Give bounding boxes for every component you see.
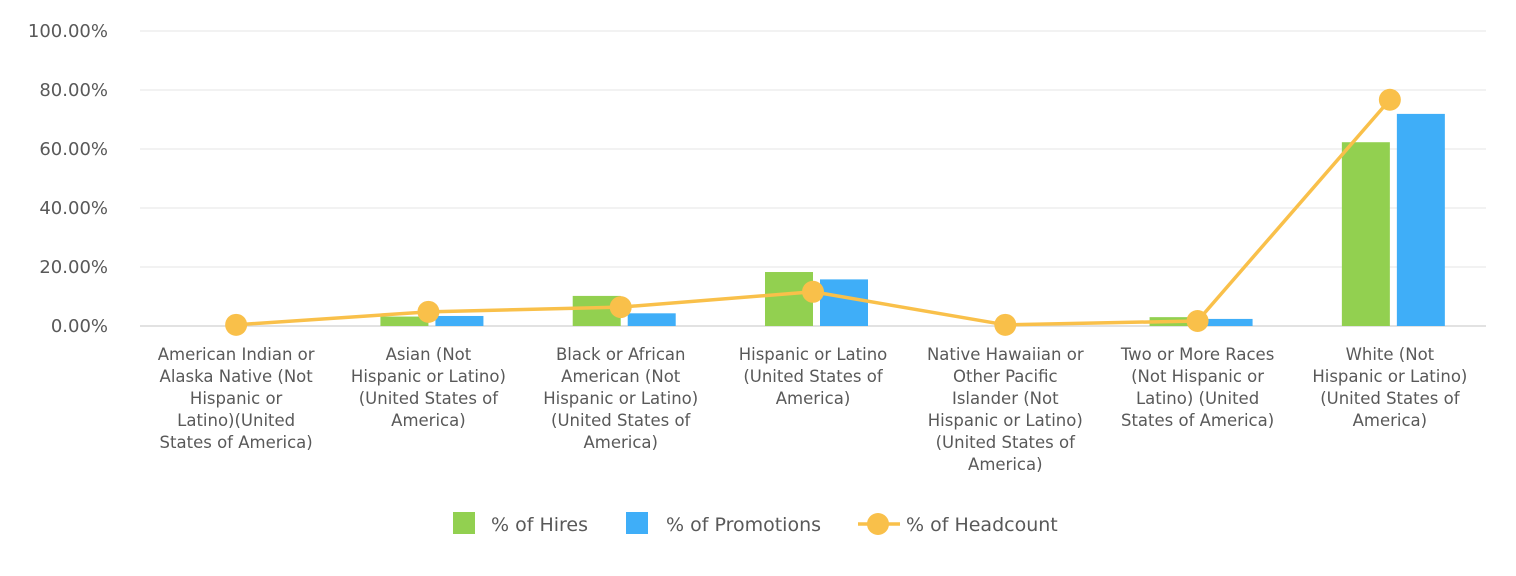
x-category-label: America) [1353,411,1428,430]
headcount-line [225,88,1401,336]
promotions-bar [820,279,868,326]
x-category-label: States of America) [160,433,313,452]
x-category-label: Islander (Not [952,389,1059,408]
x-category-label: White (Not [1346,345,1435,364]
promotions-bar [1396,113,1445,327]
x-category-label: Hispanic or Latino) [543,389,698,408]
hires-bar [1341,142,1390,326]
x-category-label: Black or African [556,345,686,364]
x-category-label: Latino) (United [1136,389,1259,408]
y-tick-label: 0.00% [51,316,108,337]
x-category-label: Native Hawaiian or [927,345,1084,364]
x-category-label: America) [583,433,658,452]
headcount-point [1378,88,1401,111]
y-axis-ticks: 0.00% 20.00% 40.00% 60.00% 80.00% 100.00% [28,21,108,337]
x-category-label: (United States of [551,411,692,430]
x-axis-categories: American Indian or Alaska Native (Not Hisp… [158,345,1468,474]
x-category-label: Alaska Native (Not [160,367,314,386]
x-category-label: America) [968,455,1043,474]
x-category-label: (United States of [1320,389,1461,408]
legend-swatch-headcount-marker [867,513,889,535]
x-category-label: Hispanic or Latino) [351,367,506,386]
x-category-label: (United States of [743,367,884,386]
headcount-point [417,300,440,323]
legend: % of Hires % of Promotions % of Headcount [453,512,1058,536]
headcount-point [1186,309,1209,332]
x-category-label: Asian (Not [386,345,472,364]
x-category-label: Other Pacific [953,367,1058,386]
x-category-label: (United States of [936,433,1077,452]
y-tick-label: 60.00% [39,139,108,160]
promotions-bar [435,315,484,326]
headcount-point [802,280,824,303]
legend-label: % of Hires [491,514,588,536]
y-tick-label: 40.00% [39,198,108,219]
legend-swatch-hires [453,512,475,534]
gridlines [140,30,1486,327]
headcount-point [994,313,1017,336]
legend-label: % of Headcount [906,514,1058,536]
x-category-label: Latino)(United [177,411,295,430]
x-category-label: States of America) [1121,411,1274,430]
legend-label: % of Promotions [666,514,821,536]
x-category-label: Hispanic or Latino) [928,411,1083,430]
x-category-label: Hispanic or Latino) [1312,367,1467,386]
x-category-label: America) [391,411,466,430]
legend-swatch-promotions [626,512,648,534]
hires-bar [380,316,429,326]
promotions-bar [1204,318,1253,326]
headcount-point [609,296,632,319]
y-tick-label: 80.00% [39,80,108,101]
y-tick-label: 20.00% [39,257,108,278]
x-category-label: (United States of [359,389,500,408]
x-category-label: (Not Hispanic or [1131,367,1264,386]
x-category-label: Two or More Races [1120,345,1275,364]
y-tick-label: 100.00% [28,21,108,42]
x-category-label: Hispanic or Latino [739,345,888,364]
x-category-label: American Indian or [158,345,315,364]
headcount-point [225,313,248,336]
promotions-bar [627,313,676,326]
x-category-label: American (Not [561,367,681,386]
x-category-label: America) [776,389,851,408]
x-category-label: Hispanic or [190,389,283,408]
